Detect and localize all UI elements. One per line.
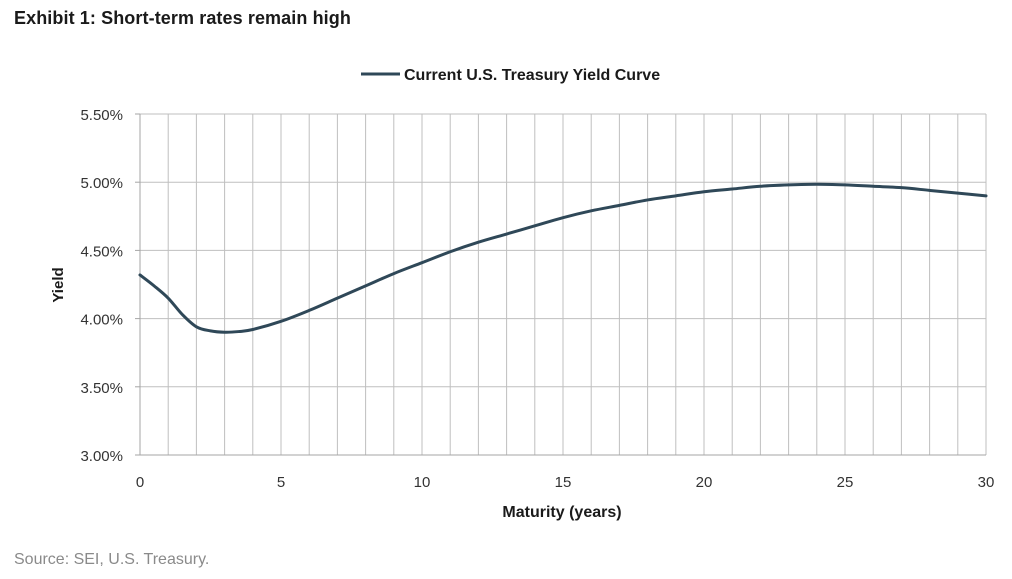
series-lines <box>138 182 988 334</box>
x-tick-label: 5 <box>277 474 285 491</box>
x-tick-label: 0 <box>136 474 144 491</box>
x-tick-label: 20 <box>696 474 713 491</box>
source-note: Source: SEI, U.S. Treasury. <box>14 551 210 568</box>
legend-label: Current U.S. Treasury Yield Curve <box>404 67 660 84</box>
y-tick-label: 3.00% <box>80 448 123 465</box>
y-axis-label: Yield <box>50 267 67 302</box>
x-axis-label: Maturity (years) <box>502 504 621 521</box>
grid-lines <box>140 113 987 455</box>
y-tick-label: 3.50% <box>80 380 123 397</box>
x-tick-label: 15 <box>555 474 572 491</box>
axes <box>135 113 986 456</box>
exhibit-title: Exhibit 1: Short-term rates remain high <box>14 8 351 28</box>
x-tick-label: 10 <box>414 474 431 491</box>
x-tick-label: 25 <box>837 474 854 491</box>
y-tick-label: 5.50% <box>80 107 123 124</box>
x-tick-label: 30 <box>978 474 995 491</box>
tick-labels: 3.00% 3.50% 4.00% 4.50% 5.00% 5.50% 0 5 10 15 20 25… <box>80 107 994 491</box>
y-tick-label: 5.00% <box>80 175 123 192</box>
y-tick-label: 4.50% <box>80 243 123 260</box>
yield-curve-line <box>138 182 988 334</box>
y-tick-label: 4.00% <box>80 312 123 329</box>
legend: Current U.S. Treasury Yield Curve <box>361 67 660 84</box>
